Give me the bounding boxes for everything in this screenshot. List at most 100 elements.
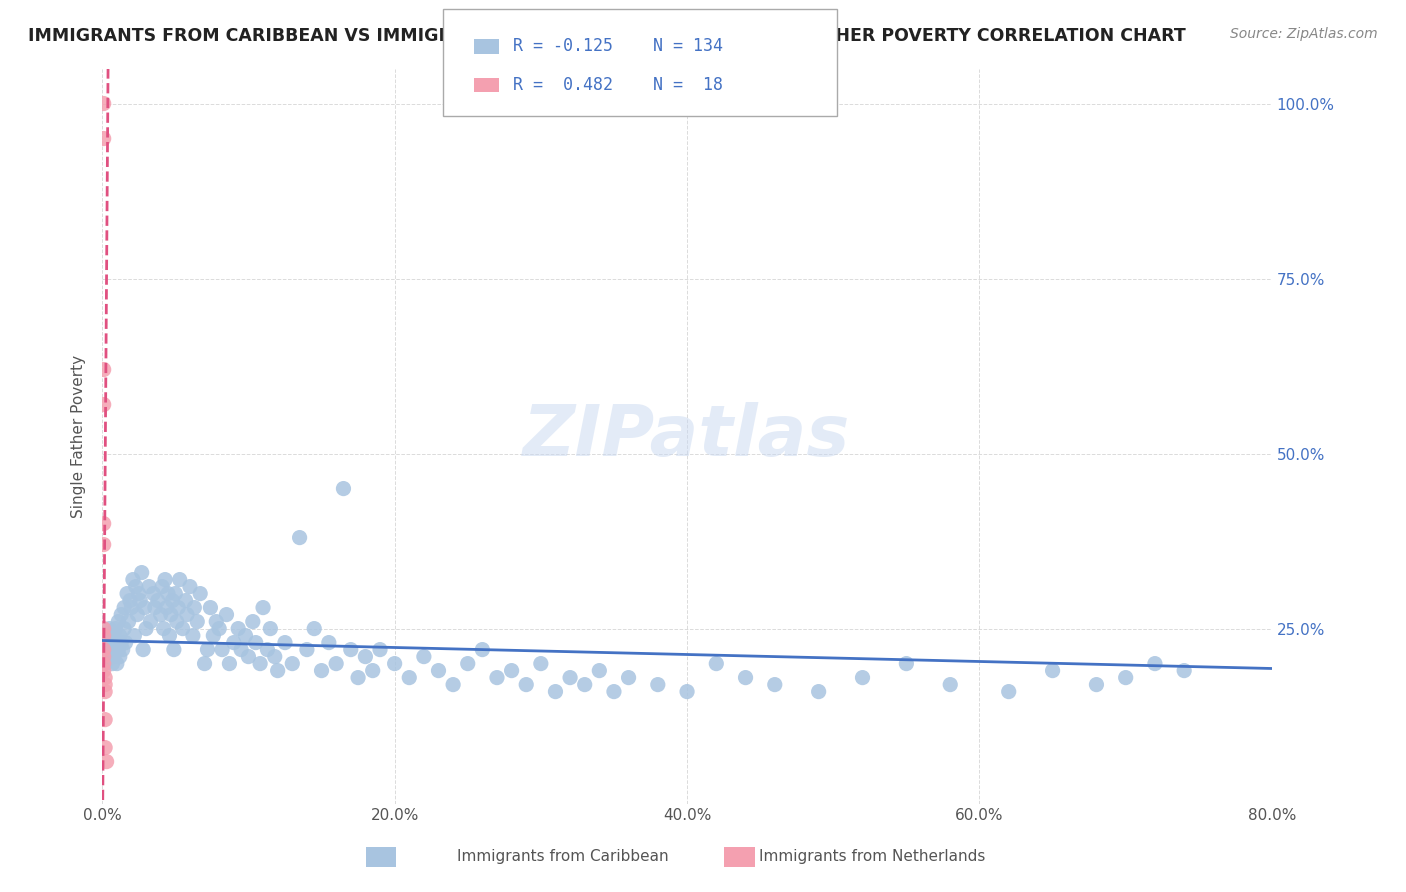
Point <box>122 573 145 587</box>
Point <box>114 635 136 649</box>
Point <box>997 684 1019 698</box>
Point <box>384 657 406 671</box>
Point <box>325 657 347 671</box>
Point <box>896 657 918 671</box>
Point <box>101 635 124 649</box>
Point <box>93 398 115 412</box>
Point <box>186 615 208 629</box>
Point <box>676 684 699 698</box>
Point <box>125 580 148 594</box>
Point <box>107 642 129 657</box>
Point <box>222 635 245 649</box>
Point <box>103 649 125 664</box>
Point <box>128 586 150 600</box>
Point <box>368 642 391 657</box>
Point <box>235 629 257 643</box>
Point <box>188 586 211 600</box>
Point <box>208 622 231 636</box>
Point <box>160 607 183 622</box>
Point <box>131 566 153 580</box>
Point <box>107 615 129 629</box>
Point <box>93 362 115 376</box>
Point <box>197 642 219 657</box>
Point <box>156 586 179 600</box>
Point <box>132 642 155 657</box>
Point <box>105 635 128 649</box>
Point <box>734 671 756 685</box>
Text: R =  0.482    N =  18: R = 0.482 N = 18 <box>513 76 723 94</box>
Text: Immigrants from Netherlands: Immigrants from Netherlands <box>758 849 986 863</box>
Point <box>94 657 117 671</box>
Point <box>1042 664 1064 678</box>
Point <box>200 600 222 615</box>
Point <box>159 629 181 643</box>
Point <box>851 671 873 685</box>
Point <box>93 516 115 531</box>
Point <box>134 600 156 615</box>
Point <box>169 573 191 587</box>
Point <box>146 593 169 607</box>
Point <box>124 629 146 643</box>
Point <box>108 649 131 664</box>
Point <box>603 684 626 698</box>
Point <box>242 615 264 629</box>
Point <box>139 615 162 629</box>
Point <box>441 677 464 691</box>
Point <box>807 684 830 698</box>
Point <box>1143 657 1166 671</box>
Point <box>117 615 139 629</box>
Point <box>138 580 160 594</box>
Point <box>263 649 285 664</box>
Point <box>939 677 962 691</box>
Point <box>763 677 786 691</box>
Point <box>252 600 274 615</box>
Point <box>110 635 132 649</box>
Point <box>174 593 197 607</box>
Point <box>93 538 115 552</box>
Point <box>111 642 134 657</box>
Point <box>179 580 201 594</box>
Point <box>98 622 121 636</box>
Point <box>361 664 384 678</box>
Point <box>100 642 122 657</box>
Point <box>181 629 204 643</box>
Text: Immigrants from Caribbean: Immigrants from Caribbean <box>457 849 668 863</box>
Point <box>110 607 132 622</box>
Point <box>176 607 198 622</box>
Point <box>96 755 118 769</box>
Point <box>1115 671 1137 685</box>
Point <box>105 657 128 671</box>
Point <box>120 600 142 615</box>
Point <box>218 657 240 671</box>
Point <box>93 131 115 145</box>
Text: R = -0.125    N = 134: R = -0.125 N = 134 <box>513 37 723 55</box>
Point <box>295 642 318 657</box>
Point <box>398 671 420 685</box>
Point <box>704 657 727 671</box>
Point <box>101 657 124 671</box>
Point <box>166 615 188 629</box>
Point <box>93 622 115 636</box>
Y-axis label: Single Father Poverty: Single Father Poverty <box>72 354 86 517</box>
Point <box>129 593 152 607</box>
Point <box>215 607 238 622</box>
Point <box>574 677 596 691</box>
Point <box>108 629 131 643</box>
Point <box>143 600 166 615</box>
Point <box>274 635 297 649</box>
Point <box>93 629 115 643</box>
Point <box>93 649 115 664</box>
Point <box>259 622 281 636</box>
Point <box>515 677 537 691</box>
Point <box>412 649 434 664</box>
Point <box>249 657 271 671</box>
Point <box>93 664 115 678</box>
Point <box>588 664 610 678</box>
Text: ZIPatlas: ZIPatlas <box>523 401 851 471</box>
Point <box>202 629 225 643</box>
Point <box>288 531 311 545</box>
Point <box>155 600 177 615</box>
Point <box>245 635 267 649</box>
Point <box>149 607 172 622</box>
Point <box>94 671 117 685</box>
